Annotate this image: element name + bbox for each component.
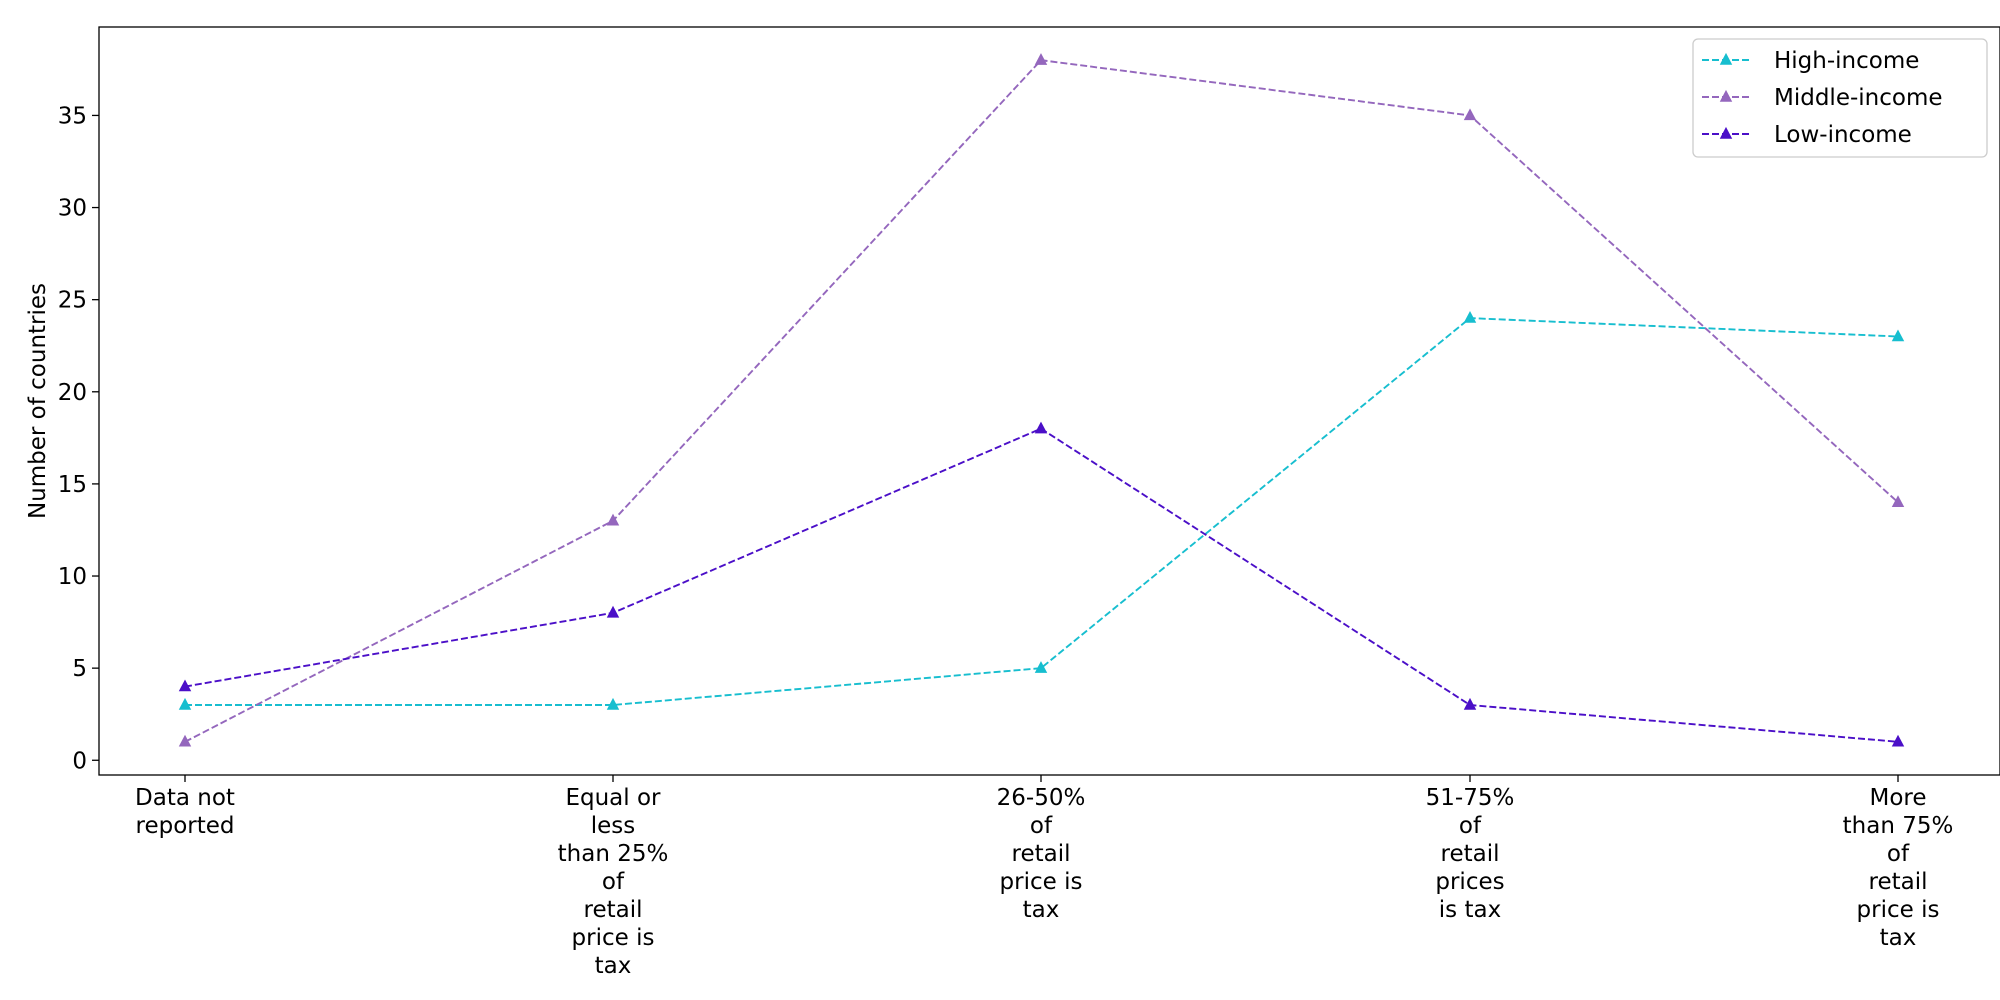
- y-tick-label: 0: [72, 748, 87, 774]
- legend-marker: [1719, 126, 1733, 139]
- legend-box: [1692, 38, 1988, 158]
- x-tick-label-line: reported: [136, 813, 235, 839]
- y-tick-label: 30: [58, 196, 87, 222]
- legend-item: Middle-income: [1702, 85, 1943, 111]
- data-point-marker: [606, 697, 620, 710]
- x-tick-label-line: tax: [595, 953, 632, 979]
- legend-label: Middle-income: [1774, 85, 1943, 111]
- data-point-marker: [1034, 661, 1048, 673]
- series-high-income: [178, 311, 1905, 710]
- x-tick-label-line: is tax: [1439, 897, 1501, 923]
- data-point-marker: [1034, 421, 1048, 434]
- legend-item: Low-income: [1702, 122, 1912, 148]
- x-tick-label-line: 51-75%: [1426, 785, 1515, 811]
- x-tick-label-line: retail: [1869, 869, 1928, 895]
- x-tick-label: More than 75% of retail price is tax: [1843, 785, 1954, 951]
- legend-marker: [1719, 52, 1733, 65]
- data-point-marker: [1891, 734, 1905, 747]
- x-tick-label-line: 26-50%: [997, 785, 1086, 811]
- data-point-marker: [606, 513, 620, 526]
- data-point-marker: [1463, 311, 1477, 323]
- legend-marker: [1719, 89, 1733, 102]
- y-tick-label: 5: [72, 656, 87, 682]
- series-line: [185, 317, 1899, 706]
- x-tick-label-line: More: [1869, 785, 1926, 811]
- y-axis-title: Number of countries: [25, 283, 51, 519]
- x-tick-label: Equal or less than 25% of retail price is tax: [558, 785, 669, 979]
- data-point-marker: [178, 679, 192, 692]
- series-middle-income: [178, 53, 1905, 747]
- x-tick-label-line: retail: [1441, 841, 1500, 867]
- x-tick-label-line: Data not: [135, 785, 235, 811]
- x-tick-label-line: of: [1459, 813, 1482, 839]
- x-tick-label-line: than 25%: [558, 841, 669, 867]
- data-point-marker: [1463, 108, 1477, 121]
- data-point-marker: [1891, 495, 1905, 508]
- data-point-marker: [1891, 329, 1905, 342]
- x-tick-label-line: of: [1887, 841, 1910, 867]
- y-axis: 0 5 10 15 20 25 30 35: [58, 103, 99, 774]
- x-tick-label-line: less: [591, 813, 636, 839]
- y-tick-label: 20: [58, 380, 87, 406]
- data-point-marker: [1034, 53, 1048, 65]
- x-tick-label-line: price is: [1857, 897, 1940, 923]
- x-tick-label: 51-75% of retail prices is tax: [1426, 785, 1515, 923]
- y-tick-label: 35: [58, 103, 87, 129]
- x-tick-label-line: than 75%: [1843, 813, 1954, 839]
- plot-area-frame: [98, 26, 2000, 776]
- x-tick-label-line: of: [1030, 813, 1053, 839]
- data-point-marker: [178, 697, 192, 710]
- series-layer: [178, 53, 1905, 747]
- x-tick-label-line: retail: [1012, 841, 1071, 867]
- data-point-marker: [1463, 697, 1477, 710]
- legend-label: Low-income: [1774, 122, 1912, 148]
- data-point-marker: [606, 605, 620, 618]
- x-tick-label-line: price is: [1000, 869, 1083, 895]
- x-tick-label-line: retail: [584, 897, 643, 923]
- x-tick-label-line: of: [602, 869, 625, 895]
- data-point-marker: [178, 734, 192, 747]
- x-tick-label-line: Equal or: [565, 785, 661, 811]
- x-tick-label-line: price is: [572, 925, 655, 951]
- legend-label: High-income: [1774, 48, 1919, 74]
- y-tick-label: 25: [58, 288, 87, 314]
- y-tick-label: 10: [58, 564, 87, 590]
- legend: High-income Middle-income Low-income: [1692, 38, 1988, 158]
- series-low-income: [178, 421, 1905, 747]
- legend-item: High-income: [1702, 48, 1919, 74]
- x-tick-label-line: prices: [1435, 869, 1504, 895]
- x-tick-label: Data not reported: [135, 785, 235, 839]
- x-tick-label-line: tax: [1880, 925, 1917, 951]
- y-tick-label: 15: [58, 472, 87, 498]
- x-tick-label: 26-50% of retail price is tax: [997, 785, 1086, 923]
- x-tick-label-line: tax: [1023, 897, 1060, 923]
